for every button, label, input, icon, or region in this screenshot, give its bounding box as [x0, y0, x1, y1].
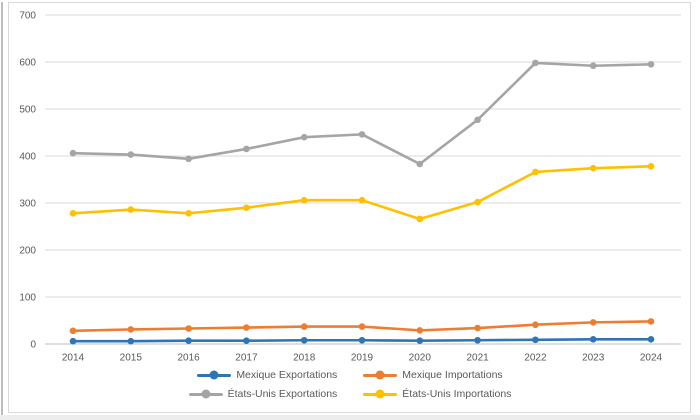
legend-row-1: Mexique Exportations Mexique Importation…: [197, 367, 503, 383]
legend-item-etats-unis-importations[interactable]: États-Unis Importations: [363, 388, 511, 400]
series-line: [71, 165, 653, 221]
data-point: [474, 324, 481, 332]
legend-marker-line: [188, 389, 223, 399]
y-tick-label: 200: [19, 246, 36, 257]
x-tick-label: 2020: [409, 353, 432, 364]
legend-marker-dot: [375, 370, 385, 380]
data-point: [69, 327, 77, 335]
series-line: [71, 61, 653, 166]
data-point: [416, 160, 424, 168]
y-tick-label: 0: [30, 340, 36, 351]
legend-row-2: États-Unis Exportations États-Unis Impor…: [188, 386, 511, 402]
data-point: [358, 196, 366, 204]
series-2: [69, 59, 655, 168]
legend-marker-dot: [375, 389, 385, 399]
data-point: [358, 131, 366, 138]
data-point: [474, 198, 481, 206]
legend-marker-line: [363, 389, 398, 399]
chart-legend: Mexique Exportations Mexique Importation…: [0, 367, 700, 402]
y-axis-labels: 0 100 200 300 400 500 600 700: [19, 11, 36, 351]
legend-label: Mexique Importations: [402, 369, 503, 381]
data-point: [300, 336, 308, 344]
data-point: [243, 324, 250, 331]
data-point: [647, 163, 655, 170]
x-tick-label: 2018: [293, 353, 316, 364]
data-point: [532, 336, 539, 344]
data-point: [243, 204, 250, 211]
data-point: [358, 323, 366, 330]
series-1: [69, 318, 655, 335]
series-0: [69, 336, 655, 345]
legend-label: États-Unis Exportations: [227, 388, 338, 400]
data-point: [416, 327, 424, 334]
y-tick-label: 300: [19, 199, 36, 210]
data-point: [185, 155, 192, 163]
y-tick-label: 600: [19, 58, 36, 69]
x-tick-label: 2015: [120, 353, 143, 364]
window-edge-bottom: [0, 415, 700, 420]
data-point: [127, 151, 135, 158]
data-point: [185, 210, 192, 217]
data-point: [127, 337, 135, 345]
legend-marker-dot: [209, 370, 219, 380]
legend-marker-dot: [201, 389, 211, 399]
data-point: [300, 196, 308, 204]
data-point: [300, 323, 308, 330]
legend-item-mexique-importations[interactable]: Mexique Importations: [363, 369, 503, 381]
data-point: [532, 168, 539, 176]
data-point: [127, 326, 135, 333]
data-point: [243, 337, 250, 345]
x-tick-label: 2014: [62, 353, 85, 364]
legend-marker-line: [363, 370, 398, 380]
legend-item-mexique-exportations[interactable]: Mexique Exportations: [197, 369, 337, 381]
data-point: [647, 318, 655, 325]
data-point: [589, 336, 597, 343]
data-point: [589, 164, 597, 172]
data-point: [647, 336, 655, 343]
x-axis-labels: 2014 2015 2016 2017 2018 2019 2020 2021 2022 2023…: [62, 353, 663, 364]
legend-label: Mexique Exportations: [236, 369, 338, 381]
x-tick-label: 2019: [351, 353, 374, 364]
x-tick-label: 2024: [640, 353, 663, 364]
data-point: [647, 61, 655, 68]
data-point: [532, 321, 539, 329]
data-point: [243, 145, 250, 153]
y-tick-label: 700: [19, 11, 36, 22]
legend-marker-line: [197, 370, 232, 380]
x-tick-label: 2022: [524, 353, 547, 364]
data-point: [589, 62, 597, 70]
data-point: [416, 215, 424, 223]
data-point: [127, 206, 135, 213]
legend-label: États-Unis Importations: [402, 388, 512, 400]
data-point: [474, 116, 481, 124]
window-edge-left: [1, 2, 3, 415]
data-point: [185, 325, 192, 332]
data-point: [589, 319, 597, 326]
data-point: [532, 59, 539, 67]
x-tick-label: 2016: [177, 353, 200, 364]
x-tick-label: 2023: [582, 353, 605, 364]
x-tick-label: 2021: [466, 353, 489, 364]
data-point: [185, 337, 192, 345]
data-point: [69, 210, 77, 217]
x-tick-label: 2017: [235, 353, 258, 364]
data-point: [358, 336, 366, 344]
data-point: [300, 133, 308, 141]
data-point: [69, 337, 77, 345]
y-tick-label: 100: [19, 293, 36, 304]
y-tick-label: 500: [19, 105, 36, 116]
series-3: [69, 163, 655, 223]
data-point: [416, 337, 424, 345]
data-point: [474, 336, 481, 344]
y-tick-label: 400: [19, 152, 36, 163]
data-point: [69, 149, 77, 157]
legend-item-etats-unis-exportations[interactable]: États-Unis Exportations: [188, 388, 338, 400]
